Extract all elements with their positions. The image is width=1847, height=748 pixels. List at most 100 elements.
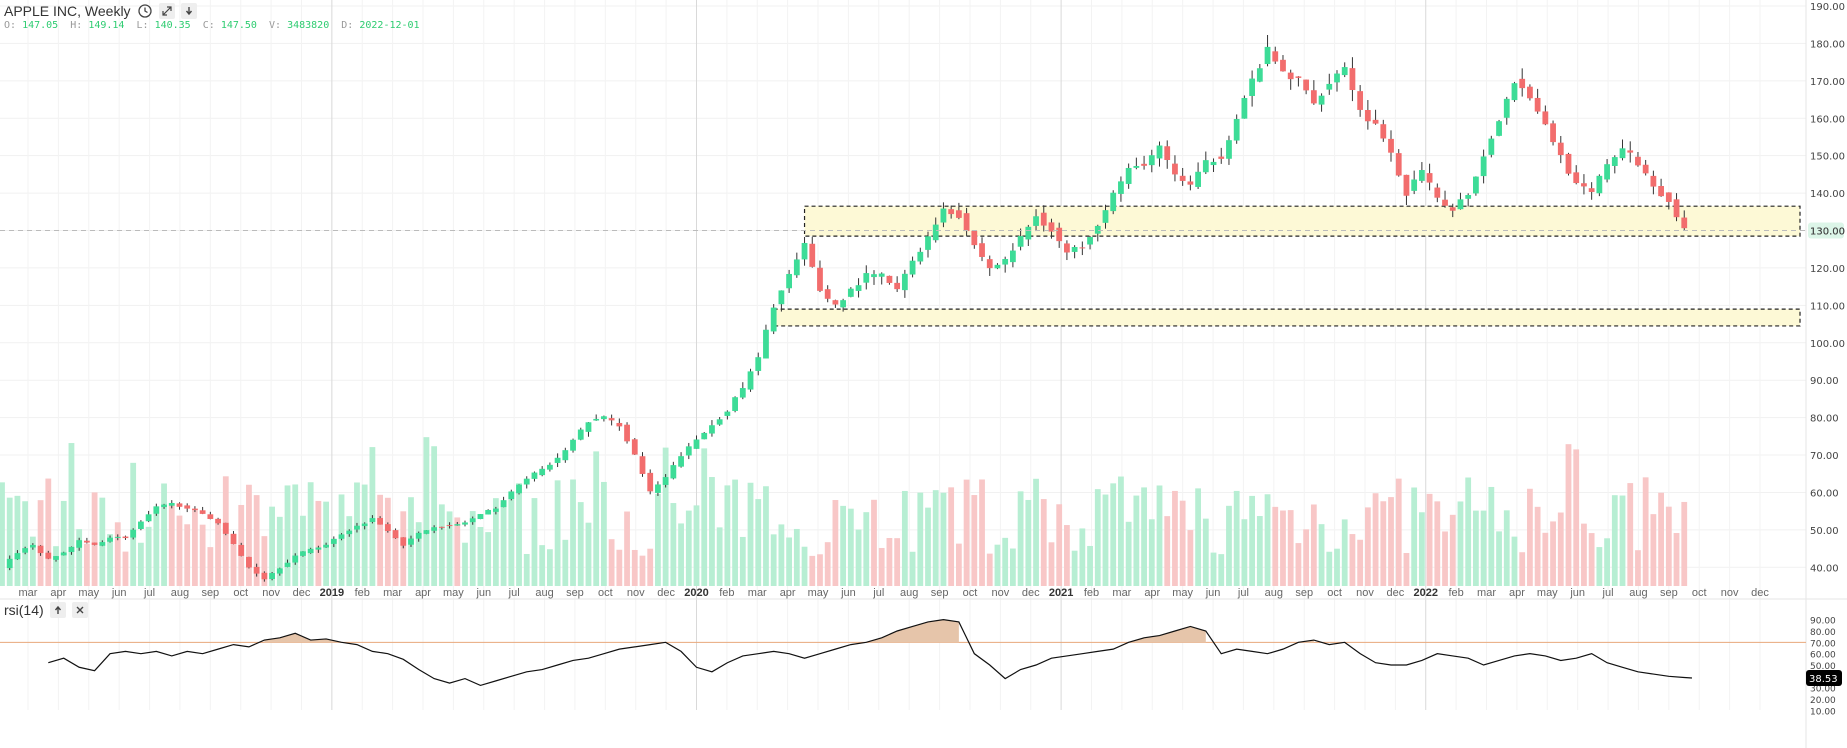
x-tick-label: sep (566, 587, 584, 599)
candle-up (292, 555, 299, 563)
volume-bar (0, 482, 5, 586)
volume-bar (1310, 504, 1317, 586)
candle-down (948, 209, 955, 215)
x-tick-label: jun (1205, 587, 1221, 599)
candle-up (678, 456, 684, 467)
candle-up (655, 484, 661, 493)
candle-up (1195, 171, 1201, 187)
volume-bar (508, 494, 515, 586)
volume-bar (608, 539, 615, 586)
x-tick-label: mar (748, 587, 767, 599)
candle-down (261, 572, 268, 580)
volume-bar (45, 478, 52, 586)
volume-bar (917, 492, 924, 586)
rsi-overbought-fill (866, 619, 959, 643)
candle-up (1334, 73, 1340, 83)
volume-bar (840, 505, 847, 586)
volume-bar (886, 538, 893, 586)
x-tick-label: nov (262, 587, 280, 599)
volume-bar (724, 485, 731, 586)
candle-up (369, 518, 376, 522)
rsi-header: rsi(14) (4, 602, 88, 618)
price-tick-label: 190.00 (1810, 2, 1845, 13)
volume-bar (1087, 545, 1093, 586)
volume-bar (1550, 521, 1556, 586)
volume-bar (1071, 550, 1078, 586)
candle-up (786, 273, 793, 289)
volume-bar (1040, 499, 1047, 586)
candle-down (1303, 79, 1310, 91)
candle-down (1056, 227, 1063, 242)
candle-up (1226, 140, 1232, 159)
volume-bar (593, 451, 600, 586)
volume-bar (1488, 486, 1495, 586)
x-tick-label: oct (233, 587, 248, 599)
candle-down (1310, 90, 1317, 104)
candle-down (1079, 247, 1086, 249)
x-tick-label: sep (1295, 587, 1313, 599)
candle-down (438, 526, 445, 528)
candle-up (801, 242, 808, 260)
volume-bar (1179, 500, 1186, 586)
candle-up (1002, 259, 1009, 265)
candle-down (1218, 156, 1225, 159)
volume-bar (1573, 449, 1580, 586)
candle-up (662, 477, 669, 485)
price-tick-label: 100.00 (1810, 339, 1845, 350)
arrow-up-icon[interactable] (49, 602, 66, 618)
expand-icon[interactable] (158, 3, 175, 19)
candle-up (701, 432, 708, 440)
volume-bar (1619, 495, 1626, 586)
candle-up (60, 552, 67, 556)
candle-up (1503, 98, 1510, 118)
candle-up (994, 264, 1001, 269)
volume-bar (1172, 490, 1178, 586)
clock-icon[interactable] (137, 3, 153, 19)
candle-up (878, 273, 885, 277)
x-tick-label: jun (840, 587, 856, 599)
candle-down (1395, 153, 1402, 176)
volume-bar (1094, 489, 1101, 586)
volume-bar (246, 484, 252, 586)
price-tick-label: 160.00 (1810, 114, 1845, 125)
x-tick-label: aug (171, 587, 189, 599)
candle-up (408, 538, 414, 545)
volume-bar (1681, 501, 1688, 586)
support-zone-1 (803, 205, 1801, 237)
close-icon[interactable] (71, 602, 88, 618)
volume-bar (1226, 505, 1232, 586)
volume-bar (709, 477, 715, 586)
volume-bar (1596, 547, 1603, 586)
candle-up (554, 457, 561, 463)
candle-down (176, 503, 183, 507)
arrow-down-icon[interactable] (180, 3, 197, 19)
volume-bar (631, 549, 638, 586)
volume-bar (1280, 510, 1286, 586)
volume-bar (1604, 538, 1610, 586)
volume-bar (747, 482, 754, 586)
volume-bar (1056, 504, 1063, 586)
volume-bar (793, 528, 800, 586)
candle-up (508, 491, 515, 500)
volume-bar (948, 487, 955, 586)
volume-bar (601, 481, 607, 586)
x-tick-label: jul (143, 587, 155, 599)
candle-down (809, 243, 816, 267)
volume-bar (616, 549, 623, 586)
volume-bar (1334, 548, 1340, 586)
volume-bar (624, 511, 630, 586)
candle-up (1511, 83, 1518, 101)
volume-bar (1465, 477, 1472, 586)
candle-up (161, 504, 167, 508)
volume-bar (462, 542, 468, 586)
volume-bar (1141, 487, 1147, 586)
volume-bar (932, 490, 939, 586)
volume-bar (37, 500, 44, 586)
candle-down (1388, 138, 1394, 153)
candle-up (168, 502, 175, 506)
candle-up (1326, 83, 1333, 90)
candle-down (1364, 110, 1371, 122)
volume-bar (739, 536, 746, 586)
volume-bar (168, 505, 175, 586)
